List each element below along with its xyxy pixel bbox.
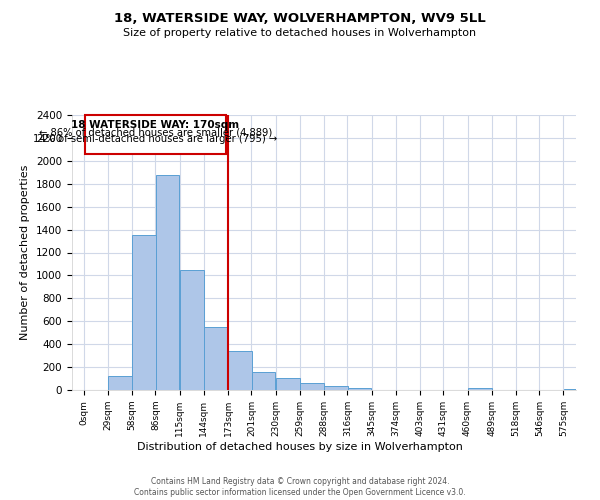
- Bar: [324, 386, 348, 390]
- Text: Size of property relative to detached houses in Wolverhampton: Size of property relative to detached ho…: [124, 28, 476, 38]
- Bar: [108, 376, 132, 390]
- Bar: [251, 372, 275, 390]
- Text: 18, WATERSIDE WAY, WOLVERHAMPTON, WV9 5LL: 18, WATERSIDE WAY, WOLVERHAMPTON, WV9 5L…: [114, 12, 486, 26]
- Bar: [155, 174, 179, 390]
- Text: 18 WATERSIDE WAY: 170sqm: 18 WATERSIDE WAY: 170sqm: [71, 120, 239, 130]
- Bar: [300, 383, 324, 390]
- Bar: [563, 389, 587, 390]
- Bar: [347, 388, 371, 390]
- Text: ← 86% of detached houses are smaller (4,889): ← 86% of detached houses are smaller (4,…: [39, 127, 272, 137]
- Text: 14% of semi-detached houses are larger (795) →: 14% of semi-detached houses are larger (…: [34, 134, 278, 144]
- Bar: [204, 327, 228, 390]
- Bar: [180, 270, 203, 390]
- Bar: [468, 388, 491, 390]
- Text: Contains HM Land Registry data © Crown copyright and database right 2024.: Contains HM Land Registry data © Crown c…: [151, 476, 449, 486]
- Text: Distribution of detached houses by size in Wolverhampton: Distribution of detached houses by size …: [137, 442, 463, 452]
- Bar: [276, 378, 299, 390]
- Y-axis label: Number of detached properties: Number of detached properties: [20, 165, 31, 340]
- FancyBboxPatch shape: [85, 115, 226, 154]
- Bar: [132, 236, 156, 390]
- Text: Contains public sector information licensed under the Open Government Licence v3: Contains public sector information licen…: [134, 488, 466, 497]
- Bar: [228, 351, 252, 390]
